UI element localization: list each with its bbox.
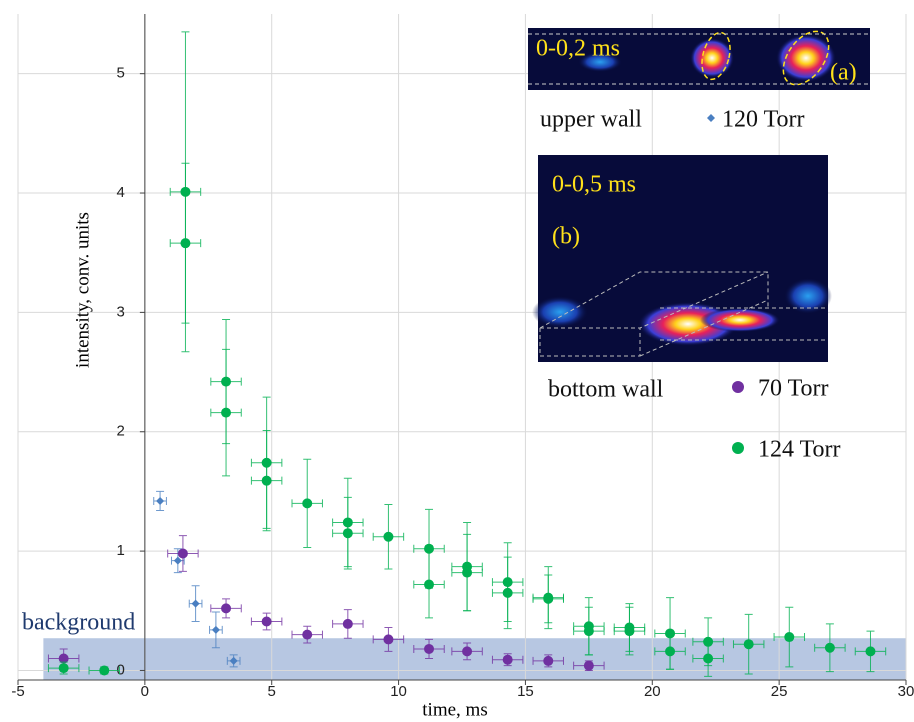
dashed-outline — [701, 31, 731, 81]
hot-spot — [776, 34, 836, 82]
legend-marker — [732, 381, 744, 393]
point — [502, 654, 513, 665]
x-tick-label: 5 — [268, 683, 276, 700]
hot-spot — [532, 296, 588, 328]
point — [99, 665, 110, 676]
inset-time: 0-0,2 ms — [536, 36, 620, 62]
y-tick-label: 3 — [117, 303, 125, 320]
point — [261, 616, 272, 627]
x-axis-label: time, ms — [422, 699, 487, 720]
y-tick-label: 4 — [117, 184, 125, 201]
hot-spot — [700, 308, 780, 332]
point — [342, 618, 353, 629]
point — [229, 656, 238, 665]
point — [221, 603, 232, 614]
legend-label: 124 Torr — [758, 437, 841, 463]
point — [58, 653, 69, 664]
inset-a: 0-0,2 ms (a) upper wall — [528, 28, 870, 133]
hot-spot — [690, 38, 734, 78]
inset-b: 0-0,5 ms (b) bottom wall — [532, 155, 832, 403]
point — [543, 655, 554, 666]
inset-label: (a) — [830, 60, 857, 86]
background-band — [43, 638, 906, 680]
point — [583, 626, 594, 637]
point — [502, 587, 513, 598]
x-tick-label: 20 — [644, 683, 661, 700]
dashed-outline — [782, 30, 830, 86]
inset-wall: upper wall — [540, 107, 642, 133]
legend-label: 70 Torr — [758, 376, 829, 402]
x-tick-label: 0 — [141, 683, 149, 700]
inset-time: 0-0,5 ms — [552, 172, 636, 198]
point — [703, 653, 714, 664]
point — [302, 629, 313, 640]
x-tick-label: 30 — [898, 683, 914, 700]
point — [156, 496, 165, 505]
y-tick-label: 2 — [117, 423, 125, 440]
point — [180, 238, 191, 249]
point — [784, 632, 795, 643]
x-tick-label: 15 — [517, 683, 534, 700]
point — [583, 660, 594, 671]
point — [383, 634, 394, 645]
y-tick-label: 0 — [117, 661, 125, 678]
x-tick-label: -5 — [11, 683, 24, 700]
point — [543, 593, 554, 604]
inset-wall: bottom wall — [548, 377, 664, 403]
point — [261, 475, 272, 486]
point — [743, 639, 754, 650]
legend-label: 120 Torr — [722, 107, 805, 133]
dashed-box — [539, 271, 828, 357]
legend-marker — [707, 114, 715, 122]
point — [58, 663, 69, 674]
point — [177, 548, 188, 559]
point — [191, 599, 200, 608]
point — [462, 567, 473, 578]
point — [624, 626, 635, 637]
point — [173, 556, 182, 565]
point — [824, 642, 835, 653]
point — [383, 531, 394, 542]
x-tick-label: 25 — [771, 683, 788, 700]
x-tick-label: 10 — [390, 683, 407, 700]
point — [665, 646, 676, 657]
point — [211, 625, 220, 634]
legend-marker — [732, 442, 744, 454]
point — [424, 579, 435, 590]
inset-label: (b) — [552, 224, 580, 250]
point — [221, 407, 232, 418]
point — [424, 643, 435, 654]
hot-spot — [784, 278, 832, 314]
y-tick-label: 1 — [117, 542, 125, 559]
point — [462, 646, 473, 657]
y-tick-label: 5 — [117, 65, 125, 82]
background-label: background — [22, 610, 135, 636]
legend: 120 Torr 70 Torr 124 Torr — [707, 107, 841, 463]
point — [342, 528, 353, 539]
y-axis-label: intensity, conv. units — [72, 212, 93, 368]
hot-spot — [578, 52, 622, 72]
point — [302, 498, 313, 509]
point — [865, 646, 876, 657]
